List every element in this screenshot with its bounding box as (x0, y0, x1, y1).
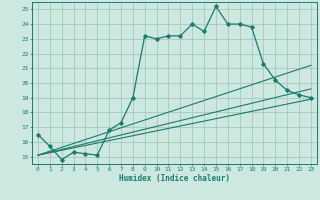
X-axis label: Humidex (Indice chaleur): Humidex (Indice chaleur) (119, 174, 230, 183)
